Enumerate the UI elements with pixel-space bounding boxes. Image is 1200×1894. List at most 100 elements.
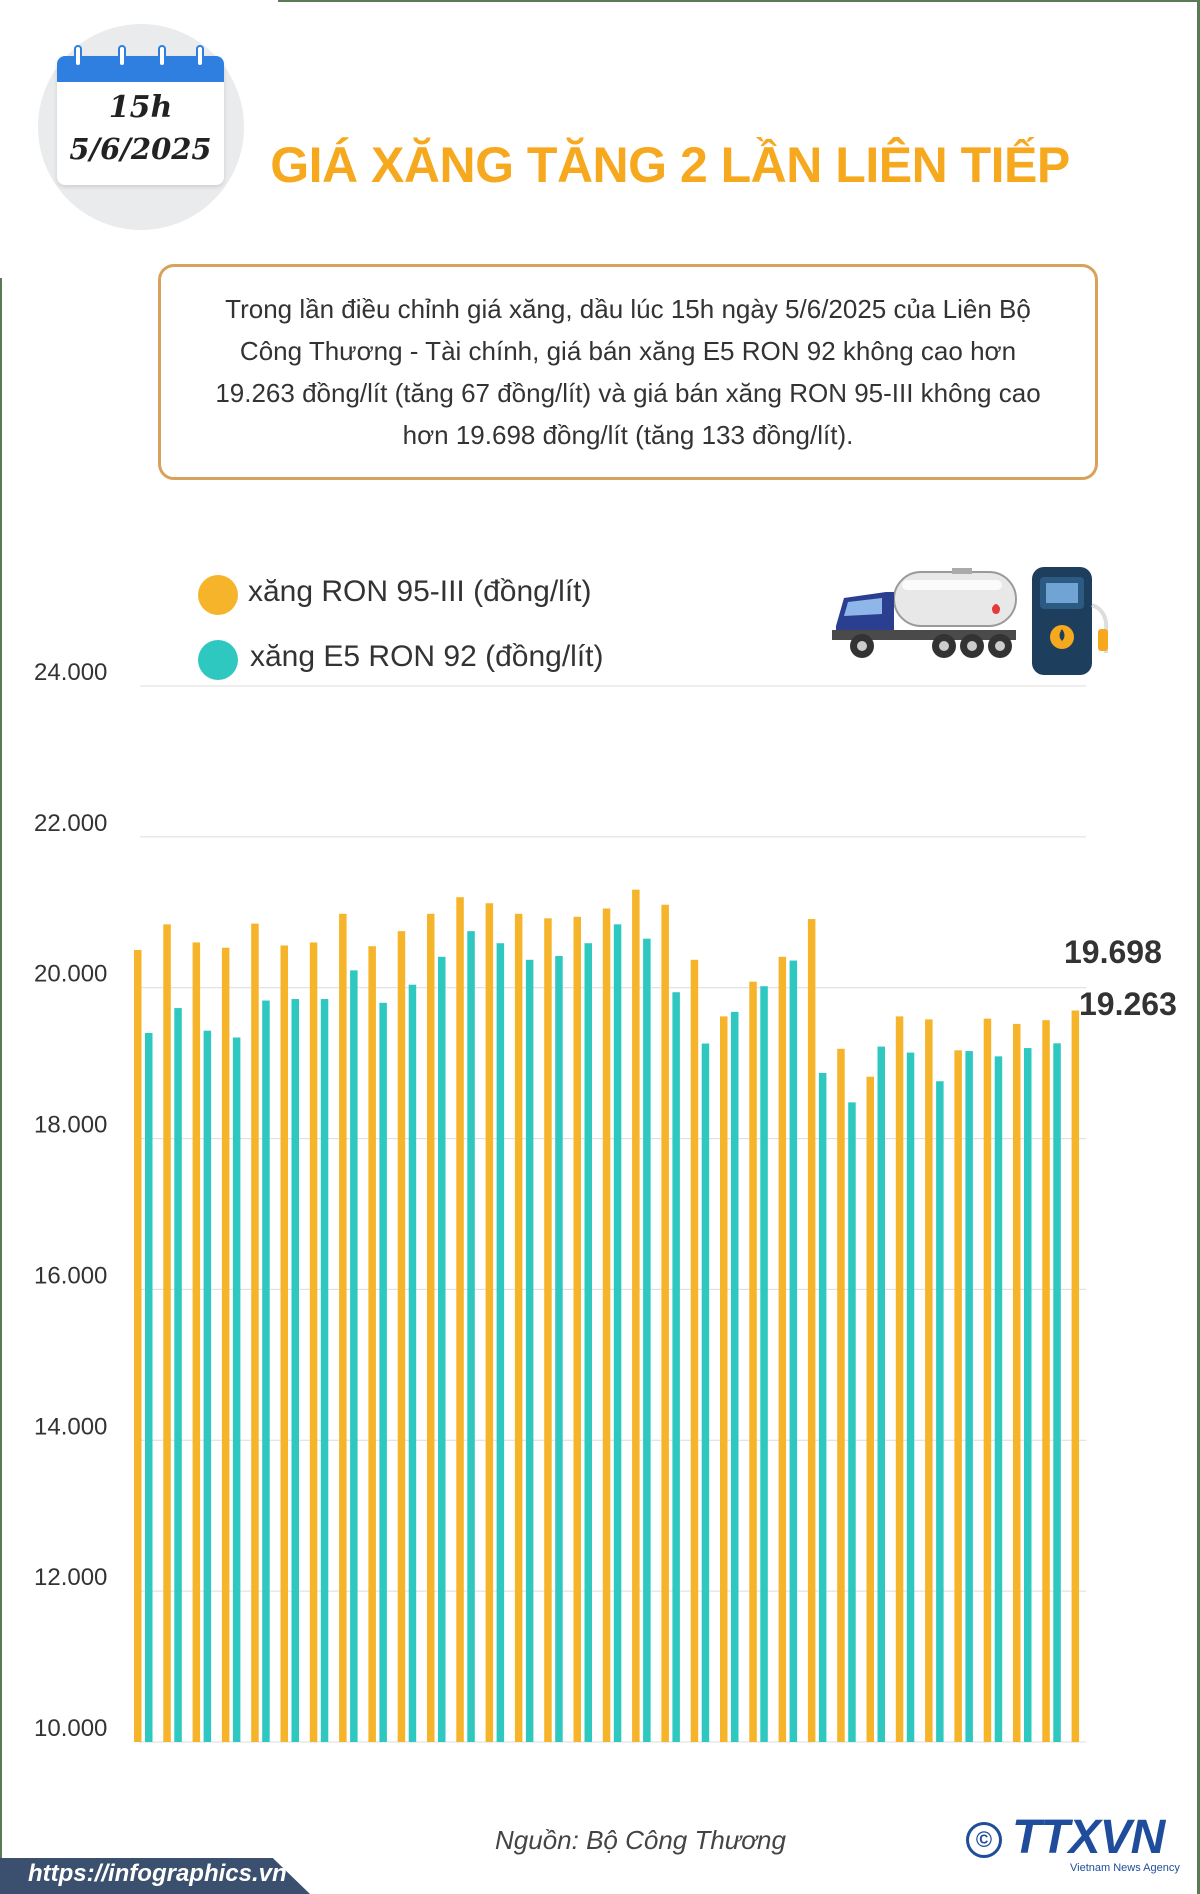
website-link[interactable]: https://infographics.vn	[28, 1860, 287, 1887]
bar-ron95	[720, 1016, 728, 1742]
calendar-ring	[74, 45, 82, 67]
bar-ron95	[163, 924, 171, 1742]
bar-ron95	[837, 1048, 845, 1742]
bar-e5	[818, 1072, 827, 1742]
bar-ron95	[368, 946, 376, 1742]
bar-ron95	[866, 1076, 874, 1742]
bar-ron95	[983, 1018, 992, 1742]
bar-e5	[203, 1030, 212, 1742]
bar-e5	[584, 943, 592, 1742]
calendar-ring	[118, 45, 126, 67]
bar-ron95	[339, 913, 347, 1742]
bar-e5	[701, 1043, 710, 1742]
bar-e5	[877, 1046, 885, 1742]
bar-ron95	[514, 913, 523, 1742]
data-label-e5: 19.263	[1079, 986, 1177, 1022]
bar-e5	[848, 1102, 856, 1742]
bar-ron95	[456, 897, 464, 1742]
source-note: Nguồn: Bộ Công Thương	[495, 1825, 786, 1855]
bar-ron95	[778, 956, 787, 1742]
y-tick-label: 16.000	[34, 1262, 107, 1289]
bar-ron95	[573, 916, 581, 1742]
ttxvn-logo-subtitle: Vietnam News Agency	[1070, 1862, 1180, 1874]
bar-e5	[760, 986, 768, 1742]
bar-ron95	[1071, 1010, 1080, 1742]
bar-e5	[145, 1032, 153, 1742]
bar-ron95	[397, 931, 406, 1742]
bar-ron95	[427, 913, 435, 1742]
bar-ron95	[925, 1019, 933, 1742]
y-tick-label: 24.000	[34, 659, 107, 686]
legend-label-e5: xăng E5 RON 92 (đồng/lít)	[250, 640, 604, 673]
bar-e5	[467, 931, 475, 1742]
bar-ron95	[309, 942, 318, 1742]
bar-ron95	[251, 923, 259, 1742]
bar-e5	[789, 960, 798, 1742]
url-banner	[0, 1858, 310, 1894]
legend-dot-e5	[198, 640, 238, 680]
data-label-ron95: 19.698	[1064, 934, 1162, 970]
bar-ron95	[280, 945, 288, 1742]
bar-e5	[320, 999, 329, 1742]
bar-e5	[1024, 1048, 1032, 1742]
bar-e5	[408, 984, 417, 1742]
bar-e5	[174, 1008, 182, 1742]
bar-ron95	[192, 942, 201, 1742]
bar-e5	[643, 938, 651, 1742]
ttxvn-logo: TTXVN	[1012, 1811, 1165, 1864]
bar-e5	[555, 956, 563, 1742]
y-tick-label: 10.000	[34, 1715, 107, 1742]
bar-ron95	[749, 981, 757, 1742]
bar-ron95	[1042, 1020, 1050, 1742]
legend-dot-ron95	[198, 575, 238, 615]
calendar-date: 5/6/2025	[69, 132, 212, 166]
y-tick-label: 22.000	[34, 810, 107, 837]
y-tick-label: 18.000	[34, 1112, 107, 1139]
fuel-truck-icon	[832, 568, 1017, 658]
description-box: Trong lần điều chỉnh giá xăng, dầu lúc 1…	[158, 264, 1098, 480]
description-text: Trong lần điều chỉnh giá xăng, dầu lúc 1…	[215, 294, 1041, 450]
bar-e5	[350, 970, 358, 1742]
bar-e5	[936, 1081, 944, 1742]
bar-e5	[262, 1000, 270, 1742]
y-tick-label: 14.000	[34, 1413, 107, 1440]
fuel-pump-icon	[1032, 567, 1109, 675]
bar-e5	[438, 956, 446, 1742]
bar-ron95	[690, 959, 699, 1742]
bar-ron95	[954, 1050, 962, 1742]
bar-e5	[525, 959, 534, 1742]
calendar-ring	[196, 45, 204, 67]
bar-ron95	[221, 947, 230, 1742]
bar-ron95	[602, 908, 611, 1742]
copyright-icon: ©	[966, 1822, 1002, 1858]
y-tick-label: 12.000	[34, 1564, 107, 1591]
bar-e5	[613, 924, 622, 1742]
calendar-ring	[158, 45, 166, 67]
bar-ron95	[134, 950, 142, 1742]
y-tick-label: 20.000	[34, 961, 107, 988]
bar-ron95	[1013, 1023, 1021, 1742]
frame-right-border	[1197, 0, 1200, 1894]
legend-label-ron95: xăng RON 95-III (đồng/lít)	[248, 575, 592, 608]
bar-e5	[965, 1051, 973, 1742]
bar-ron95	[632, 889, 640, 1742]
frame-top-border	[278, 0, 1200, 2]
bar-e5	[994, 1056, 1003, 1742]
bar-e5	[232, 1037, 241, 1742]
bar-ron95	[895, 1016, 904, 1742]
bar-e5	[291, 999, 299, 1742]
bar-e5	[672, 992, 680, 1742]
bar-ron95	[485, 903, 494, 1742]
bar-ron95	[544, 918, 552, 1742]
bar-e5	[1053, 1043, 1061, 1742]
bar-e5	[731, 1011, 739, 1742]
frame-left-border	[0, 278, 2, 1868]
bar-e5	[906, 1052, 915, 1742]
bar-e5	[379, 1002, 387, 1742]
bar-ron95	[807, 919, 816, 1742]
page-title: GIÁ XĂNG TĂNG 2 LẦN LIÊN TIẾP	[270, 137, 1070, 193]
bar-e5	[496, 943, 505, 1742]
calendar-time: 15h	[108, 90, 173, 125]
bar-ron95	[661, 904, 669, 1742]
